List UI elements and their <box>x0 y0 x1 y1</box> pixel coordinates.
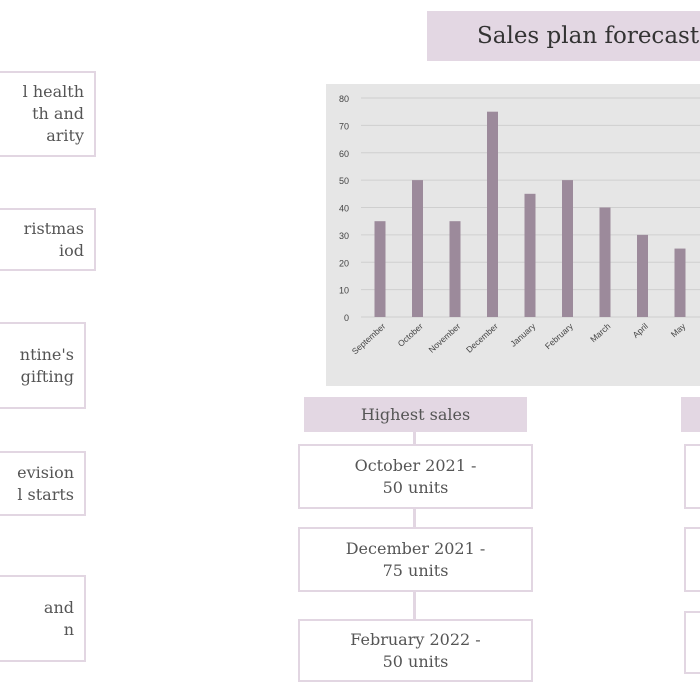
left-box-4: evision l starts <box>0 451 86 516</box>
left-box-3: ntine's gifting <box>0 322 86 409</box>
y-tick-label: 40 <box>339 204 349 214</box>
right-column-box <box>684 527 700 592</box>
sales-chart: 0 10 20 30 40 50 60 70 80 September October Novembe… <box>326 84 700 386</box>
highest-sales-item: October 2021 - 50 units <box>298 444 533 509</box>
highest-sales-item: December 2021 - 75 units <box>298 527 533 592</box>
right-column-header <box>681 397 700 432</box>
y-tick-label: 20 <box>339 258 349 268</box>
highest-sales-header: Highest sales <box>304 397 527 432</box>
y-tick-label: 30 <box>339 231 349 241</box>
bar <box>637 234 648 317</box>
left-box-5: and n <box>0 575 86 662</box>
y-tick-label: 70 <box>339 121 349 131</box>
y-tick-label: 60 <box>339 149 349 159</box>
right-column-box <box>684 611 700 674</box>
left-box-2: ristmas iod <box>0 208 96 271</box>
connector-line <box>413 432 416 619</box>
highest-sales-item: February 2022 - 50 units <box>298 619 533 682</box>
bar <box>487 111 498 317</box>
page-title: Sales plan forecast <box>427 11 700 61</box>
y-tick-label: 0 <box>344 313 349 323</box>
bar <box>449 221 461 317</box>
left-box-1: l health th and arity <box>0 71 96 157</box>
y-tick-label: 10 <box>339 286 349 296</box>
bar <box>562 180 573 317</box>
bar <box>599 207 611 317</box>
bar <box>524 193 536 317</box>
bar <box>374 221 386 317</box>
bar <box>412 180 423 317</box>
right-column-box <box>684 444 700 509</box>
y-tick-label: 50 <box>339 176 349 186</box>
y-tick-label: 80 <box>339 94 349 104</box>
bar <box>674 248 686 317</box>
